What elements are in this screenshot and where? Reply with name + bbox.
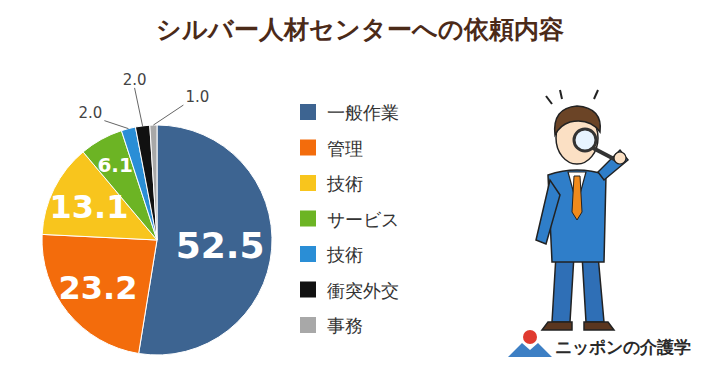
legend-label: 事務 [327,315,363,336]
data-label: 52.5 [176,225,265,266]
legend-swatch [300,140,316,156]
legend-label: サービス [327,209,399,230]
legend-label: 管理 [327,138,363,159]
brand-logo: ニッポンの介護学 [508,330,691,357]
slices [42,125,272,355]
legend: 一般作業管理技術サービス技術衝突外交事務 [300,102,399,336]
logo-sun [523,330,537,344]
brand-text: ニッポンの介護学 [555,337,691,357]
legend-label: 技術 [326,173,363,194]
legend-swatch [300,282,316,298]
legend-label: 一般作業 [327,102,399,123]
slice [139,125,272,355]
legend-swatch [300,317,316,333]
illustration [536,90,628,330]
legend-label: 技術 [326,244,363,265]
legend-swatch [300,104,316,120]
legend-swatch [300,211,316,227]
data-label: 1.0 [185,88,209,106]
leader-line [135,88,143,126]
chart-root: シルバー人材センターへの依頼内容 52.5 23.2 13.1 6.1 2.0 2.0 1.0… [0,0,720,377]
slice [150,125,157,240]
data-labels: 52.5 23.2 13.1 6.1 2.0 2.0 1.0 [50,71,265,307]
data-label: 23.2 [59,269,138,307]
slice [135,125,157,240]
legend-swatch [300,246,316,262]
data-label: 2.0 [123,71,147,89]
data-label: 13.1 [50,188,129,226]
data-label: 2.0 [79,104,103,122]
leader-line [104,121,128,129]
data-label: 6.1 [97,153,132,177]
slice [42,234,157,353]
leader-line [153,105,183,125]
title: シルバー人材センターへの依頼内容 [156,15,564,44]
logo-mountain [508,343,552,357]
legend-label: 衝突外交 [327,280,399,301]
legend-swatch [300,175,316,191]
